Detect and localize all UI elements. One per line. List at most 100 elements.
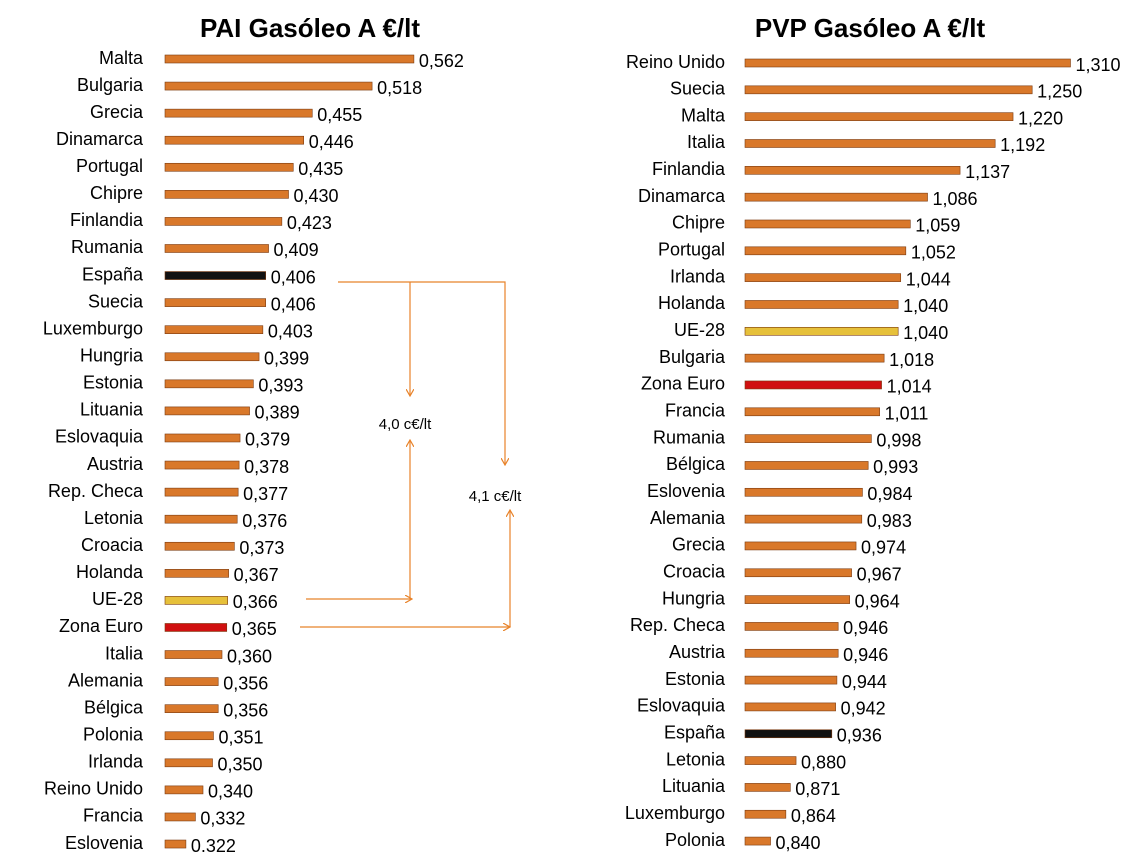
- value-label: 0,871: [795, 779, 840, 799]
- value-label: 1,310: [1075, 55, 1120, 75]
- bar: [164, 162, 294, 172]
- bar: [744, 487, 863, 497]
- category-label: Chipre: [90, 183, 143, 203]
- annotation: 4,1 c€/lt: [469, 488, 522, 505]
- category-label: Austria: [87, 454, 144, 474]
- value-label: 0,562: [419, 51, 464, 71]
- bar: [744, 273, 902, 282]
- value-label: 0,840: [776, 833, 821, 852]
- bar: [744, 595, 850, 604]
- bar: [164, 704, 219, 713]
- category-label: Zona Euro: [641, 374, 725, 394]
- category-label: Irlanda: [88, 752, 144, 772]
- category-label: Francia: [665, 401, 726, 421]
- value-label: 0,942: [841, 699, 886, 719]
- value-label: 1,018: [889, 350, 934, 370]
- value-label: 0,406: [271, 267, 316, 287]
- bar: [744, 246, 907, 256]
- value-label: 0,983: [867, 511, 912, 531]
- bar: [164, 514, 238, 524]
- bar: [744, 434, 872, 443]
- bar: [164, 569, 229, 578]
- category-label: Eslovenia: [65, 833, 144, 852]
- value-label: 1,250: [1037, 82, 1082, 102]
- category-label: Malta: [681, 105, 726, 125]
- category-label: Zona Euro: [59, 616, 143, 636]
- value-label: 0,350: [218, 755, 263, 775]
- category-label: Holanda: [76, 562, 144, 582]
- value-label: 0,993: [873, 457, 918, 477]
- category-label: Lituania: [662, 776, 726, 796]
- value-label: 0,944: [842, 672, 887, 692]
- category-label: Dinamarca: [56, 129, 144, 149]
- category-label: Grecia: [90, 102, 144, 122]
- value-label: 0,356: [223, 700, 268, 720]
- value-label: 0,403: [268, 321, 313, 341]
- category-label: Bélgica: [666, 454, 726, 474]
- category-label: Eslovaquia: [55, 427, 144, 447]
- bar: [164, 677, 219, 686]
- bar: [744, 353, 885, 363]
- value-label: 0,373: [239, 538, 284, 558]
- category-label: Rep. Checa: [630, 615, 726, 635]
- bar: [744, 675, 838, 685]
- bar: [164, 623, 228, 632]
- category-label: Bulgaria: [77, 75, 144, 95]
- value-label: 1,086: [933, 189, 978, 209]
- bar: [744, 514, 863, 524]
- category-label: Estonia: [665, 669, 726, 689]
- category-label: Hungria: [662, 588, 726, 608]
- bar: [164, 596, 229, 605]
- bar: [164, 135, 304, 145]
- value-label: 0,409: [274, 240, 319, 260]
- category-label: Austria: [669, 642, 726, 662]
- value-label: 1,137: [965, 162, 1010, 182]
- value-label: 0,399: [264, 349, 309, 369]
- category-label: Luxemburgo: [625, 803, 725, 823]
- category-label: Finlandia: [652, 159, 726, 179]
- value-label: 0,366: [233, 592, 278, 612]
- category-label: Grecia: [672, 535, 726, 555]
- value-label: 0,435: [298, 159, 343, 179]
- value-label: 1,052: [911, 243, 956, 263]
- category-label: Suecia: [88, 291, 144, 311]
- category-label: España: [664, 723, 726, 743]
- category-label: Italia: [105, 643, 144, 663]
- category-label: Bulgaria: [659, 347, 726, 367]
- chart-title: PAI Gasóleo A €/lt: [200, 13, 420, 43]
- bar: [744, 380, 882, 390]
- value-label: 0,967: [857, 565, 902, 585]
- bar: [744, 648, 839, 658]
- value-label: 1,059: [915, 216, 960, 236]
- category-label: Croacia: [81, 535, 144, 555]
- bar: [164, 244, 269, 253]
- value-label: 0,864: [791, 806, 836, 826]
- bar: [744, 407, 880, 417]
- value-label: 0,984: [867, 484, 912, 504]
- value-label: 0,322: [191, 836, 236, 852]
- bar: [164, 190, 289, 199]
- value-label: 1,011: [885, 404, 929, 424]
- bar: [744, 192, 928, 202]
- value-label: 0,880: [801, 752, 846, 772]
- bar: [164, 54, 415, 64]
- category-label: Eslovaquia: [637, 696, 726, 716]
- value-label: 1,044: [906, 269, 951, 289]
- bar: [164, 81, 373, 91]
- category-label: Croacia: [663, 562, 726, 582]
- value-label: 0,964: [855, 591, 900, 611]
- bar: [744, 702, 836, 712]
- category-label: Portugal: [658, 240, 725, 260]
- value-label: 0,974: [861, 538, 906, 558]
- category-label: Hungria: [80, 346, 144, 366]
- bar: [164, 785, 204, 795]
- bar: [744, 300, 899, 309]
- bar: [164, 406, 250, 416]
- category-label: Francia: [83, 806, 144, 826]
- value-label: 0,360: [227, 646, 272, 666]
- bar: [744, 783, 791, 792]
- value-label: 1,192: [1000, 135, 1045, 155]
- bar: [744, 58, 1071, 68]
- bar: [744, 112, 1014, 121]
